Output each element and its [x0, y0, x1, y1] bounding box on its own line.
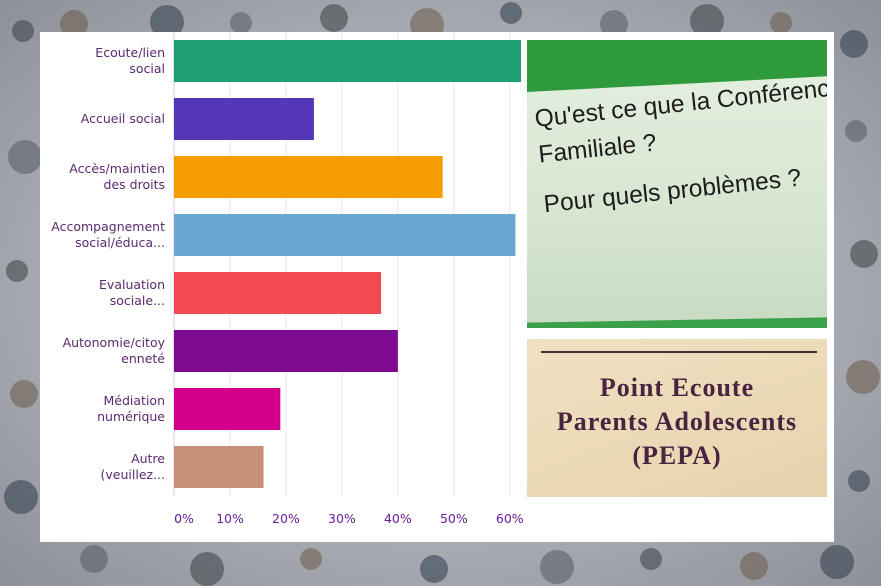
- photo-green-band-bottom: [527, 317, 827, 328]
- crowd-person: [6, 260, 28, 282]
- crowd-person: [640, 548, 662, 570]
- x-tick-label: 20%: [272, 511, 300, 526]
- category-label: Accueil social: [81, 111, 165, 126]
- crowd-person: [850, 240, 878, 268]
- category-label: social/éduca...: [75, 235, 165, 250]
- content-card: 0% 10% 20% 30% 40% 50% 60% Ecoute/lien social Acc…: [40, 32, 834, 542]
- crowd-person: [846, 360, 880, 394]
- x-tick-label: 0%: [174, 511, 194, 526]
- category-label: enneté: [121, 351, 165, 366]
- x-tick-label: 30%: [328, 511, 356, 526]
- category-label: Accès/maintien: [69, 161, 165, 176]
- bar: [174, 330, 398, 372]
- crowd-person: [320, 4, 348, 32]
- x-tick-label: 40%: [384, 511, 412, 526]
- category-label: Accompagnement: [51, 219, 165, 234]
- crowd-person: [420, 555, 448, 583]
- category-label: social: [129, 61, 165, 76]
- crowd-person: [540, 550, 574, 584]
- pepa-photo: Point Ecoute Parents Adolescents (PEPA): [527, 339, 827, 497]
- crowd-person: [500, 2, 522, 24]
- bar: [174, 214, 516, 256]
- pepa-text: Point Ecoute Parents Adolescents (PEPA): [527, 371, 827, 473]
- crowd-person: [845, 120, 867, 142]
- x-tick-label: 60%: [496, 511, 524, 526]
- category-label: sociale...: [110, 293, 165, 308]
- pepa-rule: [541, 351, 817, 353]
- conference-photo: Qu'est ce que la Conférence Familiale ? …: [527, 40, 827, 328]
- crowd-person: [848, 470, 870, 492]
- crowd-person: [840, 30, 868, 58]
- pepa-line-1: Point Ecoute: [599, 373, 755, 402]
- category-label: Autre: [131, 451, 165, 466]
- crowd-person: [80, 545, 108, 573]
- crowd-person: [190, 552, 224, 586]
- category-label: (veuillez...: [101, 467, 165, 482]
- bar: [174, 388, 281, 430]
- bar: [174, 446, 264, 488]
- bar: [174, 156, 443, 198]
- pepa-line-3: (PEPA): [632, 441, 722, 470]
- pepa-line-2: Parents Adolescents: [556, 407, 798, 436]
- category-label: numérique: [97, 409, 165, 424]
- category-label: Autonomie/citoy: [63, 335, 166, 350]
- crowd-person: [740, 552, 768, 580]
- bar: [174, 272, 382, 314]
- crowd-person: [10, 380, 38, 408]
- bar: [174, 40, 521, 82]
- category-label: des droits: [104, 177, 165, 192]
- category-label: Ecoute/lien: [95, 45, 165, 60]
- x-tick-label: 10%: [216, 511, 244, 526]
- category-label: Médiation: [104, 393, 166, 408]
- category-label: Evaluation: [99, 277, 165, 292]
- crowd-person: [8, 140, 42, 174]
- crowd-person: [12, 20, 34, 42]
- conference-text: Qu'est ce que la Conférence Familiale ? …: [533, 71, 827, 224]
- crowd-person: [300, 548, 322, 570]
- crowd-person: [230, 12, 252, 34]
- x-tick-label: 50%: [440, 511, 468, 526]
- crowd-person: [770, 12, 792, 34]
- crowd-person: [4, 480, 38, 514]
- crowd-person: [820, 545, 854, 579]
- bar: [174, 98, 314, 140]
